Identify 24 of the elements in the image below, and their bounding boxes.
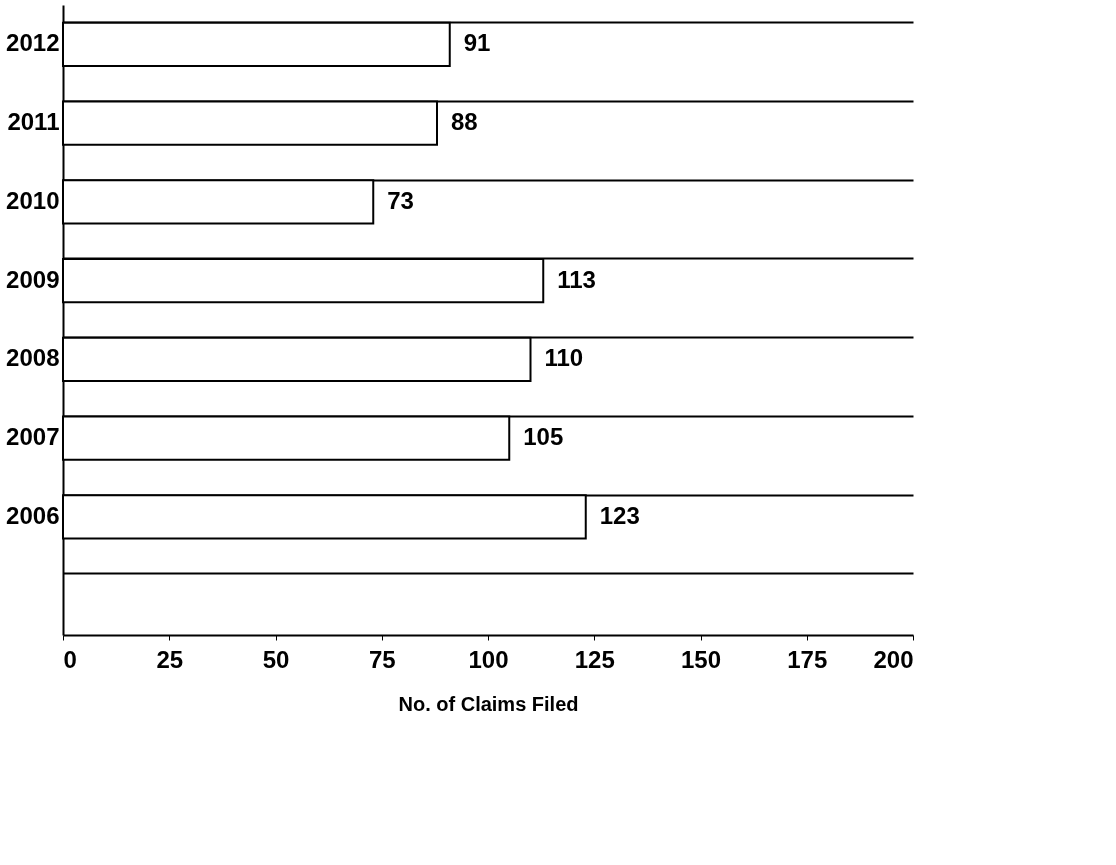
y-tick-label: 2008 — [6, 344, 60, 372]
data-label: 91 — [463, 29, 491, 57]
x-tick-label: 175 — [787, 645, 828, 673]
data-label: 110 — [544, 344, 584, 372]
y-tick-label: 2006 — [6, 501, 60, 529]
x-tick-label: 50 — [262, 645, 290, 673]
data-label: 113 — [557, 265, 596, 293]
x-tick-label: 75 — [368, 645, 396, 673]
x-axis-title: No. of Claims Filed — [398, 692, 579, 715]
x-tick-label: 150 — [680, 645, 722, 673]
x-tick-label: 200 — [873, 645, 914, 673]
data-label: 123 — [599, 501, 640, 529]
y-tick-label: 2011 — [7, 108, 60, 136]
x-tick-label: 100 — [468, 645, 509, 673]
data-label: 73 — [387, 186, 414, 214]
data-label: 88 — [451, 108, 478, 136]
x-tick-label: 125 — [574, 645, 615, 673]
y-tick-label: 2012 — [6, 29, 60, 57]
data-label: 105 — [523, 423, 564, 451]
x-tick-label: 0 — [63, 645, 77, 673]
y-tick-label: 2009 — [6, 265, 60, 293]
y-tick-label: 2007 — [6, 423, 60, 451]
y-tick-label: 2010 — [6, 186, 60, 214]
x-tick-label: 25 — [156, 645, 184, 673]
